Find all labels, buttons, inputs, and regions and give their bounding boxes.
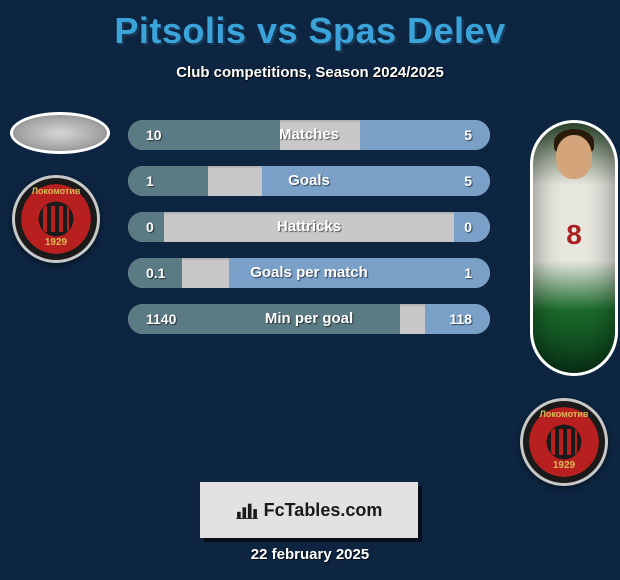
stats-container: 105Matches 15Goals 00Hattricks 0.11Goals pe… — [128, 120, 490, 350]
stat-label: Goals per match — [128, 258, 490, 288]
stat-label: Goals — [128, 166, 490, 196]
brand-text: FcTables.com — [264, 500, 383, 521]
stat-label: Hattricks — [128, 212, 490, 242]
player-left-photo — [10, 112, 110, 154]
player-head-shape — [556, 135, 592, 179]
badge-stripes-icon — [551, 429, 577, 455]
comparison-date: 22 february 2025 — [0, 546, 620, 563]
player-right-photo: 8 — [530, 120, 618, 376]
comparison-title: Pitsolis vs Spas Delev — [0, 0, 620, 52]
stat-row: 15Goals — [128, 166, 490, 196]
jersey-number: 8 — [566, 219, 582, 251]
stat-row: 1140118Min per goal — [128, 304, 490, 334]
stat-label: Matches — [128, 120, 490, 150]
stat-row: 00Hattricks — [128, 212, 490, 242]
comparison-subtitle: Club competitions, Season 2024/2025 — [0, 64, 620, 81]
club-badge-left — [12, 175, 100, 263]
badge-stripes-icon — [43, 206, 69, 232]
club-badge-right — [520, 398, 608, 486]
bar-chart-icon — [236, 501, 258, 519]
stat-row: 0.11Goals per match — [128, 258, 490, 288]
stat-label: Min per goal — [128, 304, 490, 334]
brand-badge[interactable]: FcTables.com — [200, 482, 418, 538]
stat-row: 105Matches — [128, 120, 490, 150]
